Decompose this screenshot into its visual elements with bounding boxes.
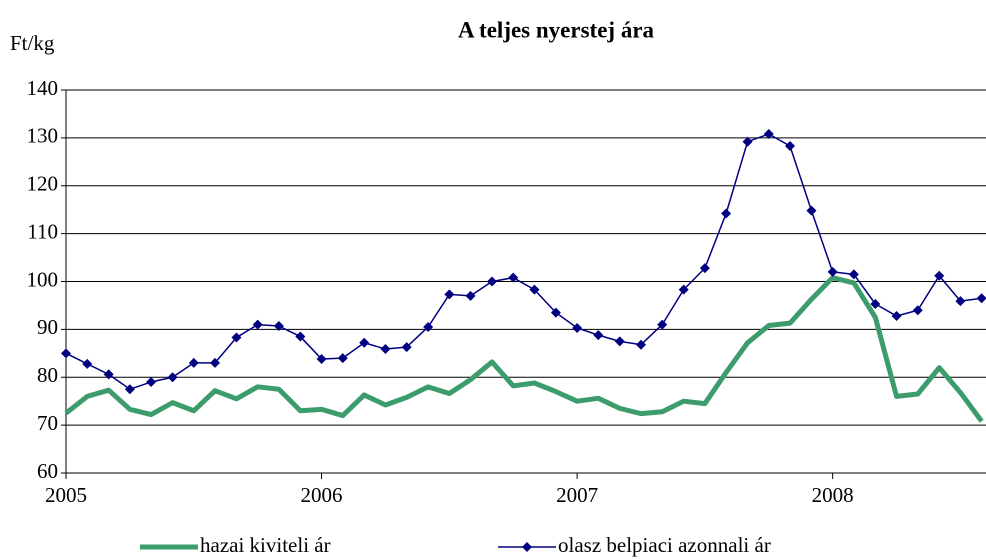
marker xyxy=(891,310,902,321)
chart-title: A teljes nyerstej ára xyxy=(458,17,655,42)
marker xyxy=(721,208,732,219)
marker xyxy=(976,293,986,304)
marker xyxy=(103,369,114,380)
marker xyxy=(912,305,923,316)
marker xyxy=(806,205,817,216)
legend-marker xyxy=(522,542,532,552)
marker xyxy=(955,296,966,307)
y-tick-label: 70 xyxy=(37,411,58,435)
marker xyxy=(252,319,263,330)
marker xyxy=(401,342,412,353)
marker xyxy=(827,266,838,277)
marker xyxy=(146,377,157,388)
x-tick-label: 2007 xyxy=(556,483,598,507)
marker xyxy=(465,290,476,301)
marker xyxy=(870,299,881,310)
marker xyxy=(124,384,135,395)
marker xyxy=(784,141,795,152)
marker xyxy=(316,354,327,365)
marker xyxy=(487,276,498,287)
x-tick-label: 2008 xyxy=(812,483,854,507)
marker xyxy=(678,284,689,295)
series-line xyxy=(64,275,984,423)
marker xyxy=(61,348,71,359)
x-tick-label: 2006 xyxy=(301,483,343,507)
marker xyxy=(593,330,604,341)
marker xyxy=(763,129,774,140)
marker xyxy=(359,337,370,348)
y-tick-label: 90 xyxy=(37,315,58,339)
y-tick-label: 100 xyxy=(27,267,59,291)
x-tick-label: 2005 xyxy=(45,483,87,507)
marker xyxy=(82,358,93,369)
y-axis-label: Ft/kg xyxy=(10,31,55,55)
marker xyxy=(529,284,540,295)
marker xyxy=(848,269,859,280)
legend-label: hazai kiviteli ár xyxy=(200,533,331,557)
y-tick-label: 120 xyxy=(27,172,59,196)
marker xyxy=(742,136,753,147)
y-tick-label: 60 xyxy=(37,459,58,483)
y-tick-label: 130 xyxy=(27,124,59,148)
marker xyxy=(444,289,455,300)
marker xyxy=(636,339,646,350)
marker xyxy=(699,263,710,274)
y-tick-label: 80 xyxy=(37,363,58,387)
marker xyxy=(295,331,306,342)
marker xyxy=(167,372,178,383)
marker xyxy=(273,321,284,332)
y-tick-label: 140 xyxy=(27,76,59,100)
marker xyxy=(572,322,583,333)
marker xyxy=(423,321,434,332)
marker xyxy=(231,332,242,343)
marker xyxy=(657,319,668,330)
marker xyxy=(209,357,220,368)
marker xyxy=(934,270,945,281)
y-tick-label: 110 xyxy=(27,219,58,243)
marker xyxy=(380,344,391,355)
marker xyxy=(614,336,625,347)
marker xyxy=(188,357,199,368)
marker xyxy=(508,272,519,283)
series-line xyxy=(65,133,982,390)
marker xyxy=(550,307,561,318)
marker xyxy=(337,353,348,364)
legend-label: olasz belpiaci azonnali ár xyxy=(558,533,771,557)
